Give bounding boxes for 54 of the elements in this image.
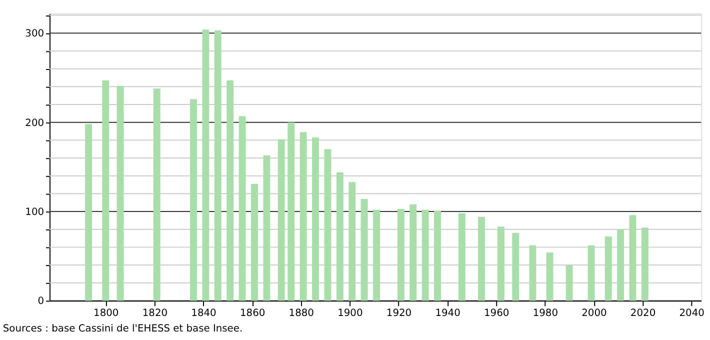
bar	[629, 215, 636, 301]
y-tick-label: 300	[25, 28, 44, 40]
bar	[498, 226, 504, 301]
bar	[324, 149, 332, 301]
x-tick-label: 1820	[142, 308, 168, 320]
bar	[238, 116, 246, 301]
bar	[478, 216, 485, 301]
bar	[153, 88, 160, 301]
x-tick-label: 2040	[679, 308, 704, 320]
x-tick-label: 1880	[288, 308, 314, 320]
x-tick-label: 1960	[484, 308, 510, 320]
y-tick-label: 100	[25, 206, 44, 218]
bar	[422, 210, 429, 301]
bar	[546, 252, 554, 301]
bar	[397, 208, 404, 301]
source-note: Sources : base Cassini de l'EHESS et base Insee.	[2, 323, 243, 334]
bar	[202, 30, 210, 301]
bar	[300, 132, 307, 301]
bar	[190, 99, 197, 301]
x-tick-label: 1920	[386, 308, 412, 320]
bar	[102, 80, 110, 301]
bar	[434, 210, 441, 301]
y-tick-label: 200	[25, 118, 44, 129]
bar	[278, 139, 285, 301]
bar	[263, 155, 270, 301]
x-tick-label: 1980	[532, 308, 558, 320]
bar	[288, 122, 295, 301]
bar	[604, 236, 612, 301]
bar	[588, 245, 595, 301]
x-tick-label: 2000	[582, 308, 607, 320]
bar	[336, 172, 344, 301]
bar	[214, 30, 222, 301]
bar	[85, 124, 92, 301]
bar	[373, 210, 380, 301]
bar	[312, 137, 319, 301]
bar	[617, 229, 624, 301]
x-tick-label: 1800	[94, 308, 119, 320]
bar	[458, 213, 466, 301]
bar	[529, 245, 536, 301]
bar	[226, 80, 234, 301]
bar	[410, 204, 417, 301]
x-tick-label: 1840	[191, 308, 216, 320]
x-tick-label: 1860	[240, 308, 266, 320]
x-tick-label: 1940	[435, 308, 460, 320]
bar	[566, 265, 573, 301]
bar	[348, 182, 356, 301]
x-tick-label: 1900	[338, 308, 363, 320]
bar	[512, 232, 520, 301]
bar	[116, 86, 124, 301]
bar	[251, 184, 258, 301]
bar	[641, 228, 648, 301]
bar	[360, 199, 368, 301]
y-tick-label: 0	[38, 296, 44, 308]
x-tick-label: 2020	[630, 308, 656, 320]
